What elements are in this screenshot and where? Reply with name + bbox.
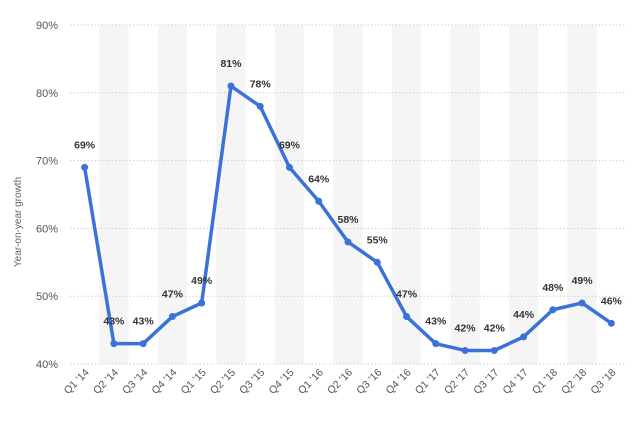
data-point bbox=[403, 313, 411, 321]
y-tick-label: 70% bbox=[36, 156, 58, 168]
data-point bbox=[81, 163, 89, 171]
x-tick-label: Q3 '15 bbox=[237, 367, 267, 397]
data-label: 43% bbox=[133, 316, 155, 328]
data-point bbox=[198, 299, 206, 307]
data-label: 49% bbox=[572, 275, 594, 287]
band bbox=[567, 25, 597, 364]
band bbox=[99, 25, 129, 364]
data-point bbox=[607, 319, 615, 327]
data-point bbox=[110, 340, 118, 348]
data-point bbox=[168, 313, 176, 321]
x-tick-label: Q4 '15 bbox=[266, 367, 296, 397]
data-label: 42% bbox=[484, 322, 506, 334]
data-label: 69% bbox=[74, 139, 96, 151]
x-tick-label: Q2 '14 bbox=[91, 367, 121, 397]
x-tick-label: Q4 '16 bbox=[384, 367, 414, 397]
x-axis-ticks: Q1 '14 Q2 '14 Q3 '14 Q4 '14 Q1 '15 Q2 '15 Q3 '… bbox=[62, 367, 619, 397]
data-label: 46% bbox=[601, 295, 623, 307]
y-tick-label: 50% bbox=[36, 291, 58, 303]
band bbox=[274, 25, 305, 364]
gridlines bbox=[70, 24, 626, 365]
y-axis-ticks: 40% 50% 60% 70% 80% 90% bbox=[36, 20, 58, 371]
data-label: 43% bbox=[103, 316, 125, 328]
y-axis-title: Year-on-year growth bbox=[13, 177, 24, 267]
x-tick-label: Q1 '18 bbox=[530, 367, 560, 397]
data-point bbox=[227, 82, 235, 90]
data-label: 49% bbox=[191, 275, 213, 287]
data-label: 64% bbox=[308, 173, 330, 185]
data-point bbox=[432, 340, 440, 348]
x-tick-label: Q3 '14 bbox=[120, 367, 150, 397]
x-tick-label: Q1 '15 bbox=[179, 367, 209, 397]
x-tick-label: Q1 '17 bbox=[413, 367, 443, 397]
data-label: 58% bbox=[337, 214, 359, 226]
data-label: 69% bbox=[279, 139, 301, 151]
band bbox=[391, 25, 422, 364]
y-tick-label: 60% bbox=[36, 223, 58, 235]
data-point bbox=[285, 163, 293, 171]
data-point bbox=[461, 346, 469, 354]
x-tick-label: Q4 '17 bbox=[501, 367, 531, 397]
x-tick-label: Q3 '16 bbox=[354, 367, 384, 397]
data-point bbox=[315, 197, 323, 205]
data-labels: 69% 43% 43% 47% 49% 81% 78% 69% 64% 58% 55% 47% 43% 4… bbox=[74, 58, 622, 334]
band bbox=[216, 25, 246, 364]
band bbox=[157, 25, 188, 364]
data-point bbox=[344, 238, 352, 246]
band bbox=[450, 25, 480, 364]
data-label: 43% bbox=[425, 316, 447, 328]
x-tick-label: Q2 '18 bbox=[559, 367, 589, 397]
data-label: 44% bbox=[513, 309, 535, 321]
y-tick-label: 90% bbox=[36, 20, 58, 32]
x-tick-label: Q4 '14 bbox=[149, 367, 179, 397]
data-label: 78% bbox=[250, 78, 272, 90]
x-tick-label: Q1 '16 bbox=[296, 367, 326, 397]
data-point bbox=[578, 299, 586, 307]
data-point bbox=[520, 333, 528, 341]
series-group bbox=[81, 82, 615, 354]
band bbox=[508, 25, 539, 364]
data-label: 81% bbox=[220, 58, 242, 70]
data-label: 48% bbox=[542, 282, 564, 294]
y-tick-label: 80% bbox=[36, 88, 58, 100]
band bbox=[333, 25, 363, 364]
data-point bbox=[549, 306, 557, 314]
x-tick-label: Q2 '15 bbox=[208, 367, 238, 397]
x-tick-label: Q3 '18 bbox=[588, 367, 618, 397]
data-label: 55% bbox=[367, 234, 389, 246]
x-tick-label: Q3 '17 bbox=[471, 367, 501, 397]
data-label: 47% bbox=[396, 289, 418, 301]
data-label: 47% bbox=[162, 289, 184, 301]
data-point bbox=[373, 258, 381, 266]
data-label: 42% bbox=[455, 322, 477, 334]
x-tick-label: Q2 '16 bbox=[325, 367, 355, 397]
data-point bbox=[490, 346, 498, 354]
data-point bbox=[139, 340, 147, 348]
y-tick-label: 40% bbox=[36, 359, 58, 371]
x-tick-label: Q1 '14 bbox=[62, 367, 92, 397]
alternating-bands bbox=[99, 25, 597, 364]
x-tick-label: Q2 '17 bbox=[442, 367, 472, 397]
data-point bbox=[256, 102, 264, 110]
